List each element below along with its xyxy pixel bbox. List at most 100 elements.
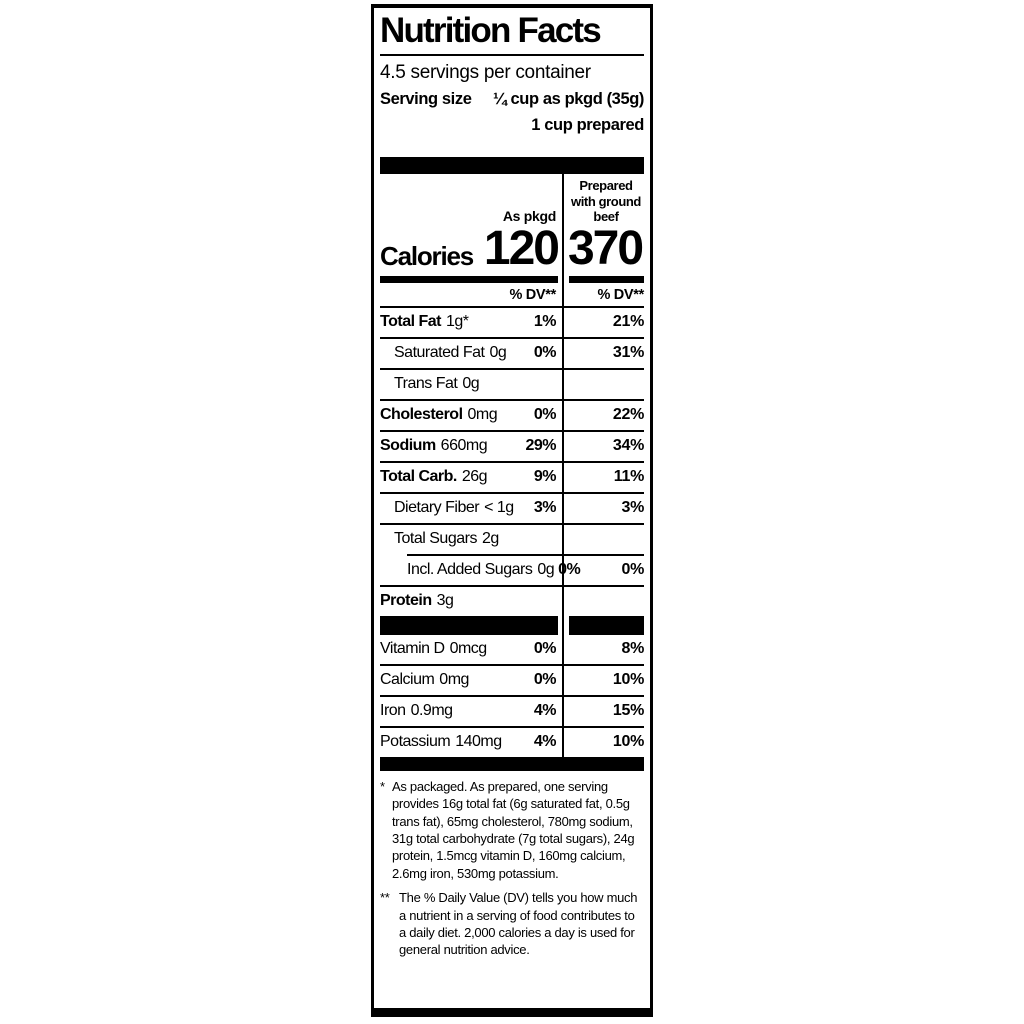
nutrient-dv-pkgd: 0%	[558, 560, 581, 578]
daily-value-header-left: % DV**	[509, 286, 556, 303]
vitamins-separator-right	[569, 615, 644, 635]
nutrient-dv-prepared: 8%	[621, 639, 644, 657]
nutrient-name: Saturated Fat	[394, 343, 485, 361]
calories-prepared-value: 370	[567, 222, 644, 276]
nutrient-row-total-carb: Total Carb. 26g 9% 11%	[380, 460, 644, 492]
nutrient-dv-prepared	[562, 584, 644, 616]
nutrient-name: Sodium	[380, 436, 436, 454]
nutrient-name: Calcium	[380, 670, 435, 688]
nutrient-amount: 140mg	[455, 732, 502, 750]
nutrient-name: Total Sugars	[394, 529, 477, 547]
nutrient-dv-pkgd: 1%	[533, 312, 557, 330]
calories-underline-right	[569, 275, 644, 283]
nutrient-row-sodium: Sodium 660mg 29% 34%	[380, 429, 644, 461]
nutrient-dv-pkgd: 0%	[533, 343, 557, 361]
nutrient-dv-pkgd: 0%	[533, 405, 557, 423]
nutrient-row-protein: Protein 3g	[380, 584, 644, 616]
nutrient-dv-prepared	[562, 367, 644, 399]
nutrient-amount: 0g	[537, 560, 555, 578]
footnote-2: ** The % Daily Value (DV) tells you how …	[380, 889, 644, 959]
serving-size-prepared: 1 cup prepared	[531, 115, 644, 134]
footnote-2-text: The % Daily Value (DV) tells you how muc…	[399, 890, 638, 958]
calories-row: Calories 120 370	[380, 222, 644, 276]
nutrient-amount: 0.9mg	[410, 701, 453, 719]
nutrient-dv-prepared: 0%	[562, 553, 644, 585]
footnote-2-marker: **	[380, 890, 390, 906]
nutrient-dv-prepared: 34%	[562, 429, 644, 461]
nutrient-name: Trans Fat	[394, 374, 458, 392]
footnote-separator-bar	[380, 756, 644, 771]
vitamin-row-iron: Iron 0.9mg 4% 15%	[380, 694, 644, 726]
nutrient-row-added-sugars: Incl. Added Sugars 0g 0% 0%	[380, 553, 644, 585]
nutrient-dv-pkgd: 4%	[533, 701, 557, 719]
servings-per-container: 4.5 servings per container	[380, 62, 591, 84]
nutrient-amount: 0mg	[467, 405, 498, 423]
nutrient-dv-prepared: 22%	[562, 398, 644, 430]
nutrient-dv-pkgd: 4%	[533, 732, 557, 750]
nutrient-amount: 2g	[481, 529, 499, 547]
nutrient-row-trans-fat: Trans Fat 0g	[380, 367, 644, 399]
nutrient-name: Total Carb.	[380, 467, 457, 485]
nutrient-dv-prepared: 21%	[562, 305, 644, 337]
column-divider	[562, 174, 564, 757]
nutrient-amount: 1g*	[445, 312, 469, 330]
serving-size-label: Serving size	[380, 89, 472, 108]
nutrient-dv-pkgd: 29%	[525, 436, 556, 454]
footnote-1: * As packaged. As prepared, one serving …	[380, 778, 644, 882]
footnote-1-marker: *	[380, 778, 385, 794]
calories-as-pkgd-value: 120	[483, 222, 560, 276]
calories-label: Calories	[380, 240, 474, 271]
nutrient-dv-prepared: 10%	[562, 725, 644, 757]
nutrient-amount: 26g	[461, 467, 488, 485]
nutrient-dv-prepared: 3%	[562, 491, 644, 523]
serving-size-value: ¼ cup as pkgd (35g)	[492, 89, 644, 108]
calories-underline-left	[380, 275, 558, 283]
column-header-prepared: Prepared with ground beef	[571, 178, 641, 224]
nutrient-amount: 660mg	[440, 436, 488, 454]
nutrient-amount: 0g	[489, 343, 507, 361]
nutrient-row-saturated-fat: Saturated Fat 0g 0% 31%	[380, 336, 644, 368]
nutrient-name: Vitamin D	[380, 639, 445, 657]
footnote-1-text: As packaged. As prepared, one serving pr…	[392, 778, 635, 881]
vitamin-row-calcium: Calcium 0mg 0% 10%	[380, 663, 644, 695]
nutrient-dv-prepared	[562, 522, 644, 554]
nutrient-row-total-sugars: Total Sugars 2g	[380, 522, 644, 554]
nutrient-row-total-fat: Total Fat 1g* 1% 21%	[380, 305, 644, 337]
nutrient-amount: 3g	[436, 591, 454, 609]
nutrient-row-dietary-fiber: Dietary Fiber < 1g 3% 3%	[380, 491, 644, 523]
nutrient-name: Iron	[380, 701, 406, 719]
column-header-as-pkgd: As pkgd	[502, 208, 556, 225]
column-headers-row: As pkgd Prepared with ground beef	[380, 174, 644, 224]
separator-bar-thick	[380, 157, 644, 175]
label-title: Nutrition Facts	[380, 12, 644, 57]
nutrient-dv-prepared: 11%	[562, 460, 644, 492]
nutrient-name: Total Fat	[380, 312, 441, 330]
nutrient-row-cholesterol: Cholesterol 0mg 0% 22%	[380, 398, 644, 430]
nutrient-dv-pkgd: 9%	[533, 467, 557, 485]
nutrient-name: Potassium	[380, 732, 451, 750]
daily-value-header-row: % DV** % DV**	[380, 283, 644, 306]
nutrient-dv-pkgd: 3%	[533, 498, 557, 516]
nutrition-facts-label: Nutrition Facts 4.5 servings per contain…	[371, 4, 653, 1017]
nutrient-name: Cholesterol	[380, 405, 463, 423]
nutrient-amount: 0g	[462, 374, 480, 392]
vitamins-separator-bars	[380, 615, 644, 635]
calories-underline-bars	[380, 275, 644, 283]
nutrient-dv-pkgd: 0%	[533, 639, 557, 657]
nutrient-amount: 0mcg	[449, 639, 488, 657]
nutrient-dv-prepared: 10%	[562, 663, 644, 695]
nutrient-name: Incl. Added Sugars	[407, 560, 533, 578]
nutrient-amount: < 1g	[484, 498, 514, 516]
nutrients-table: As pkgd Prepared with ground beef Calori…	[380, 174, 644, 757]
nutrient-dv-pkgd: 0%	[533, 670, 557, 688]
nutrient-dv-prepared: 31%	[562, 336, 644, 368]
nutrient-dv-prepared: 15%	[562, 694, 644, 726]
vitamin-row-vitamin-d: Vitamin D 0mcg 0% 8%	[380, 635, 644, 664]
nutrient-name: Dietary Fiber	[394, 498, 480, 516]
serving-size-row: Serving size ¼ cup as pkgd (35g)	[380, 87, 644, 113]
nutrient-name: Protein	[380, 591, 432, 609]
vitamins-separator-left	[380, 615, 558, 635]
nutrient-amount: 0mg	[439, 670, 469, 688]
daily-value-header-right: % DV**	[597, 286, 644, 303]
vitamin-row-potassium: Potassium 140mg 4% 10%	[380, 725, 644, 757]
